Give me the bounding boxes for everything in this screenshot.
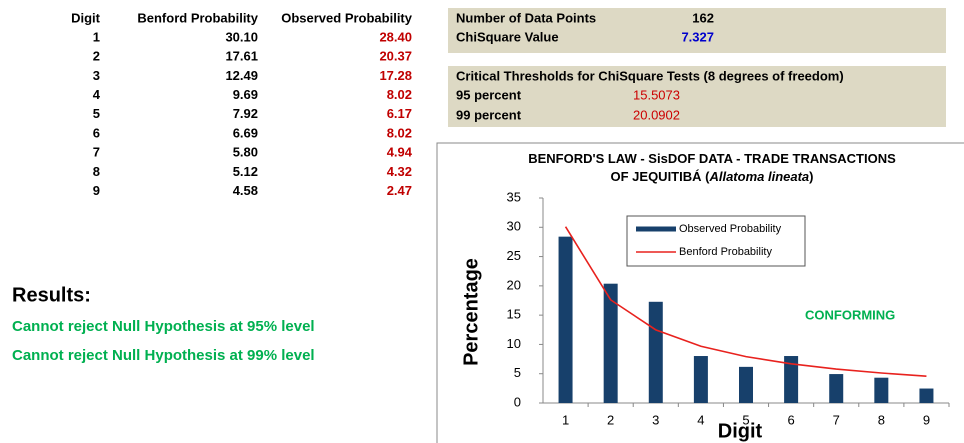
- table-cell: 3: [93, 68, 100, 83]
- bar: [874, 377, 889, 403]
- table-cell: 4.94: [387, 145, 413, 160]
- table-cell: 6: [93, 125, 100, 140]
- y-tick-label: 15: [507, 307, 521, 322]
- table-cell: 20.37: [379, 49, 412, 64]
- bar: [784, 356, 799, 403]
- y-tick-label: 5: [514, 365, 521, 380]
- x-tick-label: 9: [923, 412, 930, 427]
- table-cell: 5.80: [233, 145, 258, 160]
- y-tick-label: 10: [507, 336, 521, 351]
- table-cell: 7.92: [233, 106, 258, 121]
- table-cell: 5.12: [233, 164, 258, 179]
- stat-value: 15.5073: [633, 87, 680, 102]
- y-tick-label: 25: [507, 248, 521, 263]
- y-axis-label: Percentage: [460, 258, 482, 366]
- annotation: CONFORMING: [805, 307, 895, 322]
- result-line: Cannot reject Null Hypothesis at 95% lev…: [12, 318, 315, 335]
- legend-box: [626, 215, 806, 267]
- stats-box: [448, 66, 946, 127]
- title-part: OF JEQUITIBÁ (: [611, 169, 711, 184]
- bar: [603, 283, 618, 403]
- table-cell: 9.69: [233, 87, 258, 102]
- title-part: Allatoma lineata: [708, 169, 809, 184]
- table-cell: 28.40: [379, 29, 412, 44]
- table-cell: 2.47: [387, 183, 412, 198]
- y-tick-label: 20: [507, 277, 521, 292]
- table-cell: 6.69: [233, 125, 258, 140]
- title-part: BENFORD'S LAW - SisDOF DATA - TRADE TRAN…: [528, 151, 896, 166]
- table-cell: 7: [93, 145, 100, 160]
- bar: [693, 356, 708, 403]
- x-tick-label: 5: [742, 412, 749, 427]
- x-axis-label: Digit: [718, 420, 763, 442]
- table-cell: 2: [93, 49, 100, 64]
- table-header: Benford Probability: [137, 10, 258, 25]
- table-cell: 8.02: [387, 87, 412, 102]
- table-cell: 4.32: [387, 164, 412, 179]
- table-cell: 30.10: [225, 29, 258, 44]
- table-header: Digit: [71, 10, 101, 25]
- chart-title: OF JEQUITIBÁ (Allatoma lineata): [611, 169, 814, 184]
- x-tick-label: 6: [787, 412, 794, 427]
- x-tick-label: 7: [833, 412, 840, 427]
- stat-label: 99 percent: [456, 107, 522, 122]
- legend-label: Benford Probability: [679, 246, 772, 258]
- stat-value: 7.327: [681, 29, 714, 44]
- stat-label: ChiSquare Value: [456, 29, 559, 44]
- table-cell: 17.28: [379, 68, 412, 83]
- chart-frame: [436, 142, 964, 443]
- x-tick-label: 4: [697, 412, 704, 427]
- bar: [739, 366, 753, 403]
- table-cell: 5: [93, 106, 100, 121]
- title-part: ): [809, 169, 813, 184]
- y-tick-label: 0: [514, 394, 521, 409]
- x-tick-label: 8: [878, 412, 885, 427]
- thresholds-title: Critical Thresholds for ChiSquare Tests …: [456, 68, 844, 83]
- table-cell: 4: [93, 87, 101, 102]
- stat-label: 95 percent: [456, 87, 522, 102]
- bar: [648, 301, 663, 403]
- table-cell: 9: [93, 183, 100, 198]
- bar: [919, 388, 934, 403]
- table-cell: 4.58: [233, 183, 258, 198]
- x-tick-label: 1: [562, 412, 569, 427]
- x-tick-label: 2: [607, 412, 614, 427]
- stat-value: 20.0902: [633, 107, 680, 122]
- bar: [829, 374, 844, 403]
- table-cell: 6.17: [387, 106, 412, 121]
- y-tick-label: 35: [507, 189, 521, 204]
- table-cell: 8.02: [387, 125, 412, 140]
- bar: [558, 236, 573, 403]
- stat-label: Number of Data Points: [456, 10, 596, 25]
- chart-title: BENFORD'S LAW - SisDOF DATA - TRADE TRAN…: [528, 151, 896, 166]
- benford-line: [564, 226, 927, 377]
- table-cell: 8: [93, 164, 100, 179]
- legend-label: Observed Probability: [679, 223, 782, 235]
- table-cell: 12.49: [225, 68, 258, 83]
- y-tick-label: 30: [507, 219, 521, 234]
- table-cell: 17.61: [225, 49, 258, 64]
- result-line: Cannot reject Null Hypothesis at 99% lev…: [12, 347, 315, 364]
- x-tick-label: 3: [652, 412, 659, 427]
- table-header: Observed Probability: [281, 10, 413, 25]
- stat-value: 162: [692, 10, 714, 25]
- results-title: Results:: [12, 284, 91, 306]
- stats-box: [448, 8, 946, 53]
- table-cell: 1: [93, 29, 100, 44]
